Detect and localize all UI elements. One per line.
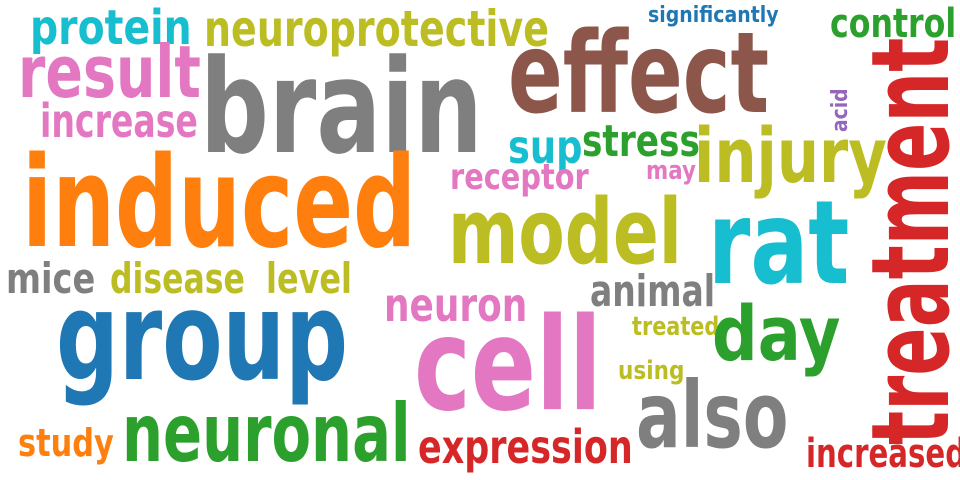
word-treatment: treatment <box>849 37 960 446</box>
word-neuronal: neuronal <box>122 387 411 480</box>
word-result: result <box>18 30 201 114</box>
word-increase: increase <box>40 94 198 148</box>
word-may: may <box>646 156 696 186</box>
word-neuroprotective: neuroprotective <box>204 0 549 58</box>
word-day: day <box>712 289 841 378</box>
word-stress: stress <box>582 116 700 167</box>
word-mice: mice <box>6 254 96 303</box>
word-significantly: significantly <box>648 3 779 28</box>
word-increased: increased <box>806 431 960 477</box>
word-rat: rat <box>708 176 850 311</box>
word-disease: disease <box>110 254 245 303</box>
word-injury: injury <box>694 111 887 200</box>
word-animal: animal <box>590 266 716 317</box>
word-protein: protein <box>30 0 192 56</box>
word-level: level <box>266 254 352 303</box>
word-study: study <box>18 421 114 465</box>
word-control: control <box>830 1 957 47</box>
word-effect: effect <box>508 9 770 139</box>
word-model: model <box>448 180 682 285</box>
word-brain: brain <box>200 31 483 183</box>
word-receptor: receptor <box>450 157 589 198</box>
word-sup: sup <box>508 120 583 174</box>
word-group: group <box>56 266 348 408</box>
word-cell: cell <box>414 291 602 440</box>
word-treated: treated <box>632 312 720 342</box>
word-expression: expression <box>418 420 633 474</box>
word-induced: induced <box>22 129 417 276</box>
word-also: also <box>636 362 789 469</box>
word-using: using <box>618 356 685 386</box>
word-neuron: neuron <box>384 278 528 332</box>
